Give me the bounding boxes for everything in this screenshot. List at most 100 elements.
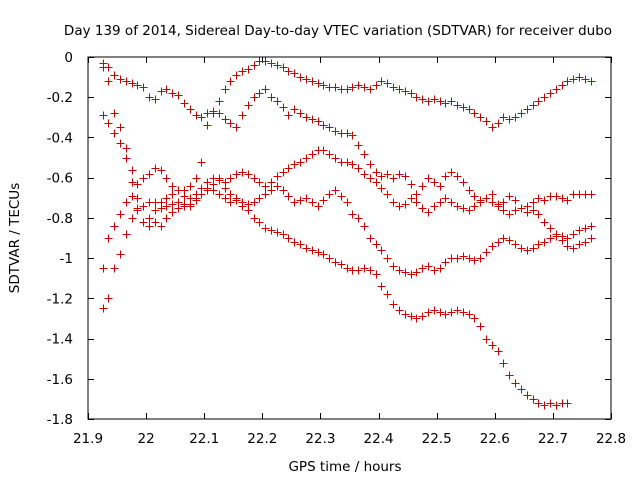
data-point xyxy=(563,242,572,251)
data-point xyxy=(290,160,299,169)
data-point xyxy=(465,310,474,319)
data-point xyxy=(459,252,468,261)
data-point xyxy=(261,224,270,233)
data-point xyxy=(319,121,328,130)
x-tick-label: 22.1 xyxy=(189,431,219,447)
data-point xyxy=(377,77,386,86)
data-point xyxy=(563,234,572,243)
data-point xyxy=(569,230,578,239)
data-point xyxy=(221,85,230,94)
data-point xyxy=(377,282,386,291)
data-point xyxy=(145,93,154,102)
data-point xyxy=(122,230,131,239)
data-point xyxy=(99,111,108,120)
data-point xyxy=(546,399,555,408)
data-point xyxy=(197,158,206,167)
y-tick-label: -0.6 xyxy=(47,171,73,187)
data-point xyxy=(354,141,363,150)
data-point xyxy=(389,83,398,92)
data-point xyxy=(226,119,235,128)
data-point xyxy=(511,113,520,122)
data-point xyxy=(430,95,439,104)
y-tick-label: -0.8 xyxy=(47,211,73,227)
data-point xyxy=(273,61,282,70)
data-point xyxy=(343,85,352,94)
data-point xyxy=(279,230,288,239)
data-point xyxy=(267,59,276,68)
data-point xyxy=(151,218,160,227)
data-point xyxy=(250,61,259,70)
data-point xyxy=(133,204,142,213)
data-point xyxy=(331,258,340,267)
data-point xyxy=(162,85,171,94)
data-point xyxy=(273,182,282,191)
y-tick-label: -1.8 xyxy=(47,412,73,428)
data-point xyxy=(505,371,514,380)
data-point xyxy=(529,395,538,404)
data-point xyxy=(465,206,474,215)
data-point xyxy=(482,194,491,203)
data-point xyxy=(290,198,299,207)
data-point xyxy=(383,170,392,179)
data-point xyxy=(499,206,508,215)
data-point xyxy=(360,222,369,231)
data-point xyxy=(244,170,253,179)
series-4 xyxy=(99,182,596,279)
data-point xyxy=(331,186,340,195)
data-point xyxy=(157,87,166,96)
data-point xyxy=(517,204,526,213)
data-point xyxy=(424,308,433,317)
data-point xyxy=(569,244,578,253)
data-point xyxy=(436,308,445,317)
data-point xyxy=(104,234,113,243)
data-point xyxy=(529,198,538,207)
data-point xyxy=(128,178,137,187)
data-point xyxy=(110,264,119,273)
x-tick-label: 22.7 xyxy=(538,431,568,447)
data-point xyxy=(290,238,299,247)
data-point xyxy=(110,71,119,80)
data-point xyxy=(360,83,369,92)
data-point xyxy=(558,81,567,90)
data-point xyxy=(162,202,171,211)
data-point xyxy=(534,97,543,106)
data-point xyxy=(192,196,201,205)
data-point xyxy=(395,202,404,211)
data-point xyxy=(494,119,503,128)
y-tick-label: -0.2 xyxy=(47,90,73,106)
data-point xyxy=(401,87,410,96)
data-point xyxy=(389,300,398,309)
data-point xyxy=(430,266,439,275)
data-point xyxy=(534,210,543,219)
series-1 xyxy=(99,59,596,217)
data-point xyxy=(412,268,421,277)
data-point xyxy=(546,234,555,243)
data-point xyxy=(192,111,201,120)
data-point xyxy=(325,190,334,199)
data-point xyxy=(447,168,456,177)
data-point xyxy=(523,202,532,211)
data-point xyxy=(383,290,392,299)
data-point xyxy=(128,79,137,88)
data-point xyxy=(407,89,416,98)
data-point xyxy=(110,222,119,231)
data-point xyxy=(418,264,427,273)
data-point xyxy=(221,178,230,187)
data-point xyxy=(453,306,462,315)
data-point xyxy=(395,306,404,315)
y-tick-label: 0 xyxy=(64,50,73,66)
data-point xyxy=(221,115,230,124)
data-point xyxy=(319,81,328,90)
data-point xyxy=(314,117,323,126)
data-point xyxy=(116,139,125,148)
data-point xyxy=(366,174,375,183)
data-point xyxy=(494,202,503,211)
data-point xyxy=(186,202,195,211)
data-point xyxy=(494,347,503,356)
data-point xyxy=(261,190,270,199)
data-point xyxy=(319,250,328,259)
data-point xyxy=(296,73,305,82)
data-point xyxy=(116,123,125,132)
data-point xyxy=(284,164,293,173)
data-point xyxy=(587,77,596,86)
